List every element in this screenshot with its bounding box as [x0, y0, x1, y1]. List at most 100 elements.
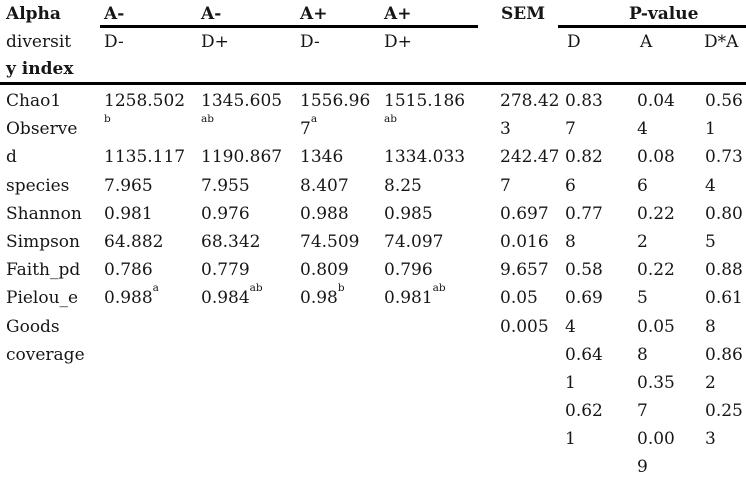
- cell-line: 0.988a: [104, 281, 159, 309]
- cell-line: 7.965: [104, 175, 153, 196]
- cell-line: 7: [637, 401, 648, 422]
- cell-line: 0.62: [565, 401, 603, 422]
- cell-line: ab: [201, 112, 282, 143]
- cell-line: 0.98b: [300, 281, 345, 309]
- cell-line: 1: [565, 429, 576, 450]
- index-header-line-3: y index: [6, 59, 74, 79]
- cell-line: 6: [565, 175, 576, 196]
- table-column-A+D+: 1515.186 ab 1334.033 8.25 0.985 74.097 0.796 0.…: [384, 87, 465, 313]
- cell-line: 3: [705, 429, 716, 450]
- table-column-A+D-: 1556.96 7a 1346 8.407 0.988 74.509 0.809 0.98b: [300, 87, 370, 313]
- cell-line: 8: [565, 231, 576, 252]
- cell-line: 0.985: [384, 203, 433, 224]
- pvalue-sub-header-a: A: [640, 32, 653, 52]
- cell-line: 0.83: [565, 91, 603, 111]
- table-column-A-D-: 1258.502 b 1135.117 7.965 0.981 64.882 0.786 0.…: [104, 87, 185, 313]
- cell-line: Chao1: [6, 91, 62, 111]
- cell-line: 8.25: [384, 175, 422, 196]
- cell-line: 0.016: [500, 231, 549, 252]
- cell-line: 0.82: [565, 147, 603, 168]
- cell-line: 0.796: [384, 260, 433, 281]
- cell-line: 9.657: [500, 260, 549, 281]
- cell-line: 0.08: [637, 147, 675, 168]
- cell-line: 7.955: [201, 175, 250, 196]
- cell-line: 1345.605: [201, 91, 283, 111]
- significance-superscript: b: [104, 112, 111, 125]
- pvalue-sub-header-d: D: [567, 32, 581, 52]
- cell-line: 0.58: [565, 260, 603, 281]
- cell-line: 0.00: [637, 429, 675, 450]
- cell-line: 0.809: [300, 260, 349, 281]
- cell-line: 5: [705, 231, 716, 252]
- cell-line: Goods: [6, 316, 60, 337]
- significance-superscript: ab: [201, 112, 214, 125]
- cell-line: coverage: [6, 344, 85, 365]
- cell-line: 0.981ab: [384, 281, 446, 309]
- table-column-SEM: 278.42 3 242.47 7 0.697 0.016 9.657 0.05 0.005: [500, 87, 559, 341]
- cell-line: d: [6, 147, 17, 168]
- sem-header: SEM: [501, 4, 546, 24]
- cell-line: 0.05: [637, 316, 675, 337]
- table-column-P-A: 0.04 4 0.08 6 0.22 2 0.22 5 0.05 8 0.35 7 0.00 9: [637, 87, 675, 478]
- cell-line: 0.05: [500, 288, 538, 309]
- cell-line: 242.47: [500, 147, 560, 168]
- cell-line: 0.73: [705, 147, 743, 168]
- cell-line: 0.69: [565, 288, 603, 309]
- cell-line: 0.786: [104, 260, 153, 281]
- cell-line: 4: [705, 175, 716, 196]
- sub-header-d-minus-1: D-: [104, 32, 124, 52]
- cell-line: 0.64: [565, 344, 603, 365]
- cell-line: 0.35: [637, 372, 675, 393]
- cell-line: 1: [565, 372, 576, 393]
- table-column-P-D: 0.83 7 0.82 6 0.77 8 0.58 0.69 4 0.64 1 0.62 1: [565, 87, 603, 453]
- cell-line: 278.42: [500, 91, 560, 111]
- cell-line: 64.882: [104, 231, 164, 252]
- significance-superscript: ab: [432, 281, 446, 294]
- table-column-P-DxA: 0.56 1 0.73 4 0.80 5 0.88 0.61 8 0.86 2 0.25 3: [705, 87, 743, 453]
- cell-line: 0.779: [201, 260, 250, 281]
- group-header-a-minus-1: A-: [104, 4, 125, 24]
- cell-line: 1334.033: [384, 147, 466, 168]
- sub-header-d-plus-2: D+: [384, 32, 412, 52]
- significance-superscript: ab: [249, 281, 263, 294]
- cell-line: 0.88: [705, 260, 743, 281]
- cell-line: 0.77: [565, 203, 603, 224]
- cell-line: 7a: [300, 112, 318, 140]
- cell-line: 0.988: [300, 203, 349, 224]
- cell-line: 1190.867: [201, 147, 283, 168]
- cell-line: Shannon: [6, 203, 82, 224]
- group-header-a-plus-1: A+: [300, 4, 328, 24]
- cell-line: Faith_pd: [6, 260, 81, 281]
- pvalue-group-underline: [558, 25, 746, 28]
- cell-line: 8: [705, 316, 716, 337]
- cell-line: Observe: [6, 119, 78, 140]
- group-header-a-plus-2: A+: [384, 4, 412, 24]
- cell-line: 0.005: [500, 316, 549, 337]
- cell-line: 68.342: [201, 231, 261, 252]
- table-column-A-D+: 1345.605 ab 1190.867 7.955 0.976 68.342 0.779 0…: [201, 87, 282, 313]
- cell-line: Simpson: [6, 231, 80, 252]
- significance-superscript: a: [310, 112, 318, 125]
- cell-line: 1556.96: [300, 91, 371, 111]
- cell-line: 9: [637, 457, 648, 478]
- cell-line: ab: [384, 113, 465, 143]
- cell-line: 0.984ab: [201, 281, 263, 309]
- antibiotic-group-underline: [100, 25, 478, 28]
- pvalue-header: P-value: [629, 4, 699, 24]
- cell-line: 1: [705, 119, 716, 140]
- cell-line: 0.80: [705, 203, 743, 224]
- cell-line: 4: [637, 119, 648, 140]
- cell-line: 8: [637, 344, 648, 365]
- table-column-index: Chao1 Observe d species Shannon Simpson Faith_…: [6, 87, 85, 369]
- cell-line: 1258.502: [104, 91, 186, 111]
- significance-superscript: a: [152, 281, 159, 294]
- cell-line: 2: [705, 372, 716, 393]
- cell-line: 0.981: [104, 203, 153, 224]
- cell-line: 0.697: [500, 203, 549, 224]
- cell-line: 74.097: [384, 231, 444, 252]
- significance-superscript: b: [337, 281, 345, 294]
- cell-line: 4: [565, 316, 576, 337]
- cell-line: b: [104, 112, 185, 143]
- cell-line: 0.86: [705, 344, 743, 365]
